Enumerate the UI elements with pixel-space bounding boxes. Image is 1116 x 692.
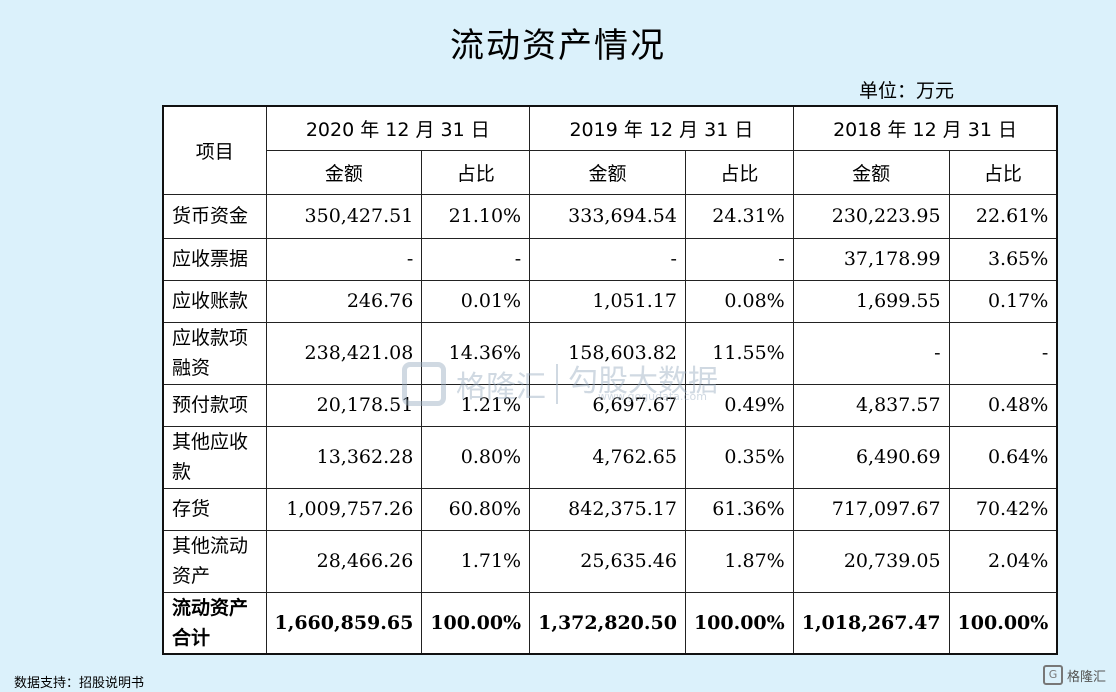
ratio-header: 占比: [684, 149, 794, 195]
amount-cell: 6,490.69: [792, 425, 950, 489]
amount-cell: 333,694.54: [529, 193, 686, 239]
ratio-cell: 3.65%: [948, 237, 1058, 281]
ratio-header: 占比: [421, 149, 531, 195]
table-row: 存货 1,009,757.26 60.80% 842,375.17 61.36% 717,…: [162, 487, 1058, 531]
amount-cell: 1,699.55: [792, 279, 950, 323]
ratio-cell: 22.61%: [948, 193, 1058, 239]
amount-cell: 1,372,820.50: [529, 591, 686, 655]
ratio-cell: 11.55%: [684, 321, 794, 385]
amount-cell: 717,097.67: [792, 487, 950, 531]
year-header: 2020 年 12 月 31 日: [265, 105, 531, 151]
amount-cell: 1,660,859.65: [265, 591, 423, 655]
ratio-cell: 0.80%: [421, 425, 531, 489]
ratio-cell: 100.00%: [421, 591, 531, 655]
ratio-cell: 1.71%: [421, 529, 531, 593]
amount-cell: -: [529, 237, 686, 281]
amount-header: 金额: [265, 149, 423, 195]
row-label: 应收票据: [162, 237, 267, 281]
unit-label: 单位：万元: [858, 80, 954, 102]
amount-cell: 246.76: [265, 279, 423, 323]
table-row: 其他流动资产 28,466.26 1.71% 25,635.46 1.87% 20,739…: [162, 529, 1058, 593]
year-header: 2019 年 12 月 31 日: [529, 105, 794, 151]
amount-cell: 350,427.51: [265, 193, 423, 239]
amount-cell: 4,837.57: [792, 383, 950, 427]
ratio-cell: 0.64%: [948, 425, 1058, 489]
table-row: 应收款项融资 238,421.08 14.36% 158,603.82 11.55% - -: [162, 321, 1058, 385]
amount-cell: 1,009,757.26: [265, 487, 423, 531]
ratio-cell: -: [948, 321, 1058, 385]
ratio-cell: 2.04%: [948, 529, 1058, 593]
amount-header: 金额: [529, 149, 686, 195]
amount-cell: 20,739.05: [792, 529, 950, 593]
row-label: 货币资金: [162, 193, 267, 239]
row-label: 流动资产合计: [162, 591, 267, 655]
ratio-cell: -: [421, 237, 531, 281]
ratio-cell: 70.42%: [948, 487, 1058, 531]
ratio-cell: 1.21%: [421, 383, 531, 427]
ratio-cell: 0.08%: [684, 279, 794, 323]
ratio-cell: 24.31%: [684, 193, 794, 239]
ratio-cell: 60.80%: [421, 487, 531, 531]
ratio-cell: 14.36%: [421, 321, 531, 385]
table-row: 预付款项 20,178.51 1.21% 6,697.67 0.49% 4,837.57 0…: [162, 383, 1058, 427]
amount-cell: 37,178.99: [792, 237, 950, 281]
amount-cell: 28,466.26: [265, 529, 423, 593]
row-label: 应收款项融资: [162, 321, 267, 385]
ratio-cell: 0.49%: [684, 383, 794, 427]
amount-cell: 1,018,267.47: [792, 591, 950, 655]
year-header: 2018 年 12 月 31 日: [792, 105, 1058, 151]
page-title: 流动资产情况: [450, 26, 666, 66]
data-source-footer: 数据支持：招股说明书: [14, 676, 145, 691]
corner-logo: G 格隆汇: [1042, 665, 1106, 685]
item-header: 项目: [162, 105, 267, 195]
row-label: 其他应收款: [162, 425, 267, 489]
ratio-cell: 100.00%: [948, 591, 1058, 655]
row-label: 预付款项: [162, 383, 267, 427]
ratio-cell: 21.10%: [421, 193, 531, 239]
amount-cell: 842,375.17: [529, 487, 686, 531]
current-assets-table: 项目 2020 年 12 月 31 日 2019 年 12 月 31 日 201…: [162, 105, 1059, 655]
ratio-header: 占比: [948, 149, 1058, 195]
table-row: 应收账款 246.76 0.01% 1,051.17 0.08% 1,699.55 0.17…: [162, 279, 1058, 323]
ratio-cell: 0.48%: [948, 383, 1058, 427]
ratio-cell: 100.00%: [684, 591, 794, 655]
corner-logo-icon: G: [1042, 665, 1063, 685]
amount-header: 金额: [792, 149, 950, 195]
ratio-cell: 0.35%: [684, 425, 794, 489]
amount-cell: 1,051.17: [529, 279, 686, 323]
corner-logo-text: 格隆汇: [1066, 669, 1106, 685]
table-row: 其他应收款 13,362.28 0.80% 4,762.65 0.35% 6,490.69…: [162, 425, 1058, 489]
amount-cell: 4,762.65: [529, 425, 686, 489]
ratio-cell: -: [684, 237, 794, 281]
ratio-cell: 0.01%: [421, 279, 531, 323]
row-label: 应收账款: [162, 279, 267, 323]
amount-cell: 20,178.51: [265, 383, 423, 427]
amount-cell: 25,635.46: [529, 529, 686, 593]
amount-cell: 238,421.08: [265, 321, 423, 385]
table-row: 流动资产合计 1,660,859.65 100.00% 1,372,820.50 100…: [162, 591, 1058, 655]
ratio-cell: 61.36%: [684, 487, 794, 531]
ratio-cell: 0.17%: [948, 279, 1058, 323]
table-row: 货币资金 350,427.51 21.10% 333,694.54 24.31% 230,…: [162, 193, 1058, 239]
amount-cell: 230,223.95: [792, 193, 950, 239]
amount-cell: -: [265, 237, 423, 281]
amount-cell: 158,603.82: [529, 321, 686, 385]
table-row: 应收票据 - - - -37,178.99 3.65%: [162, 237, 1058, 281]
row-label: 存货: [162, 487, 267, 531]
ratio-cell: 1.87%: [684, 529, 794, 593]
amount-cell: 13,362.28: [265, 425, 423, 489]
amount-cell: 6,697.67: [529, 383, 686, 427]
row-label: 其他流动资产: [162, 529, 267, 593]
amount-cell: -: [792, 321, 950, 385]
